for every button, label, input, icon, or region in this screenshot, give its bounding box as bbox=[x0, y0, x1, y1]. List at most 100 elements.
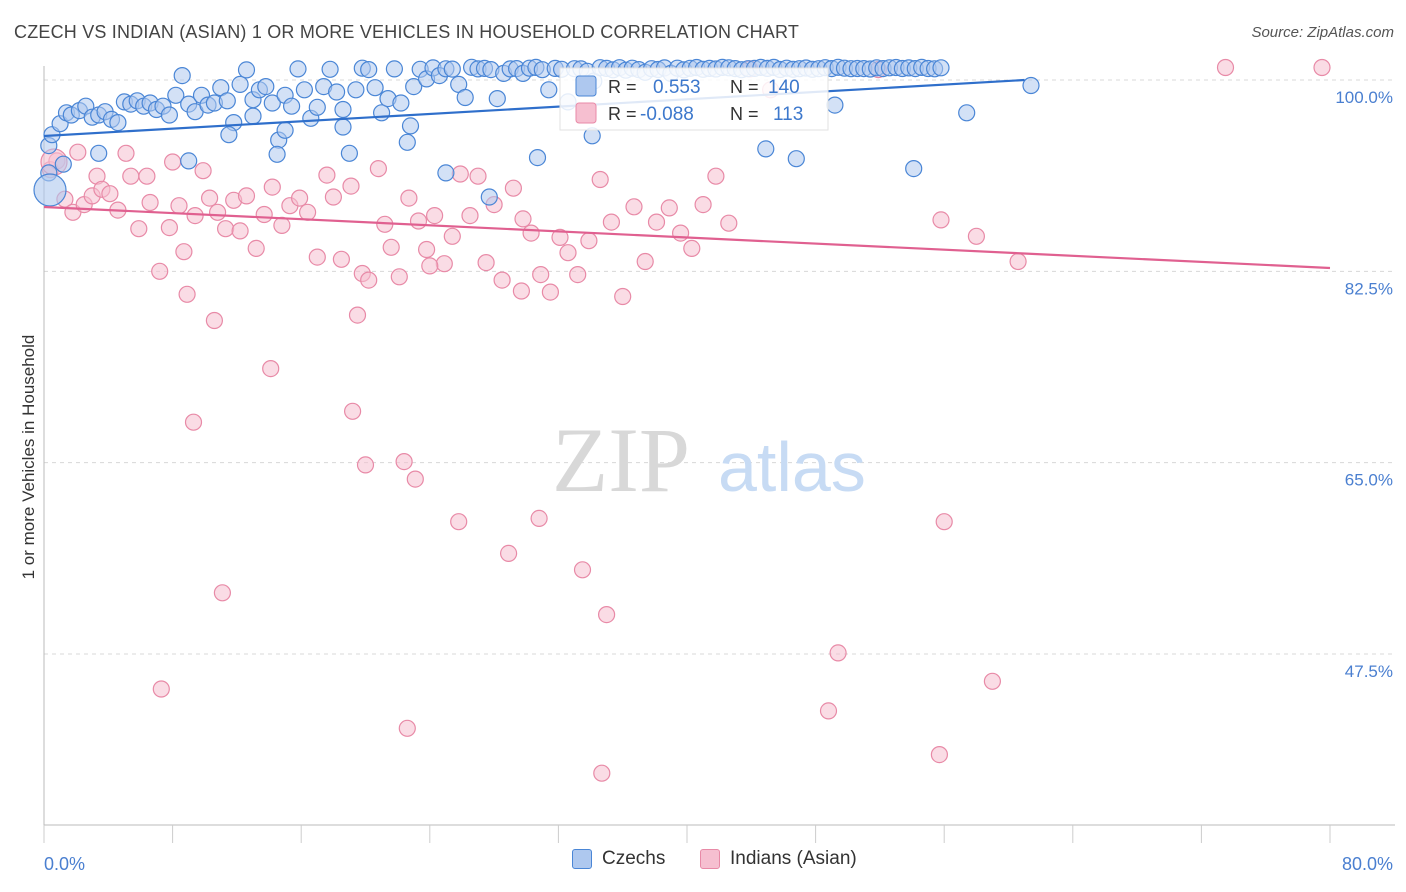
czech-point-157 bbox=[958, 104, 976, 122]
indian-point-19 bbox=[170, 197, 188, 215]
indian-point-28 bbox=[237, 187, 256, 205]
indian-point-67 bbox=[580, 232, 598, 250]
indian-point-79 bbox=[720, 214, 738, 232]
czech-point-31 bbox=[237, 61, 256, 79]
indian-trend-line bbox=[43, 205, 1331, 270]
indian-point-14 bbox=[138, 167, 156, 185]
czech-point-45 bbox=[328, 83, 346, 101]
indian-point-40 bbox=[342, 177, 360, 195]
indian-point-97 bbox=[935, 513, 953, 531]
indian-point-107 bbox=[967, 227, 986, 245]
indian-point-84 bbox=[356, 456, 375, 474]
chart-title: CZECH VS INDIAN (ASIAN) 1 OR MORE VEHICL… bbox=[14, 22, 800, 42]
indian-point-32 bbox=[273, 216, 291, 234]
stats-swatch-czech bbox=[575, 75, 597, 97]
indian-point-71 bbox=[625, 198, 643, 216]
indian-point-25 bbox=[217, 220, 235, 238]
czech-point-141 bbox=[54, 155, 72, 173]
tick-labels: 47.5% 65.0% 82.5% 100.0% 0.0% 80.0% bbox=[44, 88, 1393, 874]
czech-point-30 bbox=[231, 75, 249, 94]
indian-point-27 bbox=[231, 222, 249, 240]
indian-point-34 bbox=[291, 189, 309, 207]
indian-point-59 bbox=[504, 179, 523, 197]
indian-point-58 bbox=[493, 271, 511, 289]
czech-cluster-point bbox=[33, 173, 67, 207]
legend-swatch-czechs bbox=[572, 849, 592, 869]
indian-point-96 bbox=[819, 702, 838, 720]
stats-swatch-indian bbox=[575, 102, 597, 124]
indian-point-20 bbox=[178, 285, 196, 303]
czech-point-19 bbox=[160, 106, 178, 124]
czech-point-146 bbox=[276, 121, 294, 139]
indian-point-95 bbox=[829, 644, 847, 662]
stats-r-value-1: 0.553 bbox=[653, 77, 701, 98]
czech-point-154 bbox=[757, 140, 775, 158]
legend-item-czechs[interactable]: Czechs bbox=[572, 848, 665, 870]
indian-point-52 bbox=[443, 227, 461, 245]
czech-point-11 bbox=[109, 113, 127, 132]
indian-point-39 bbox=[332, 250, 350, 268]
legend-label-indians: Indians (Asian) bbox=[730, 848, 857, 869]
indian-point-99 bbox=[983, 672, 1002, 690]
indian-point-53 bbox=[451, 165, 469, 183]
stats-n-label-2: N = bbox=[730, 104, 759, 124]
czech-point-149 bbox=[480, 188, 498, 206]
y-axis-label: 1 or more Vehicles in Household bbox=[19, 335, 38, 580]
indian-point-16 bbox=[151, 262, 169, 280]
indian-point-38 bbox=[324, 188, 342, 206]
indian-point-21 bbox=[186, 207, 204, 225]
indian-point-93 bbox=[398, 719, 416, 737]
indian-point-63 bbox=[541, 283, 560, 301]
czech-point-150 bbox=[268, 145, 286, 163]
indian-point-88 bbox=[530, 509, 548, 528]
indian-point-11 bbox=[117, 144, 135, 162]
stats-r-label-2: R = bbox=[608, 104, 637, 124]
czech-point-46 bbox=[334, 100, 352, 119]
legend-swatch-indians bbox=[700, 849, 720, 869]
indian-point-13 bbox=[130, 220, 148, 238]
indian-point-74 bbox=[660, 199, 678, 217]
y-tick-label-1: 65.0% bbox=[1345, 471, 1393, 490]
czech-points bbox=[33, 58, 1040, 207]
czech-point-139 bbox=[932, 59, 950, 77]
indian-point-47 bbox=[400, 189, 418, 207]
legend-label-czechs: Czechs bbox=[602, 848, 666, 869]
czech-point-143 bbox=[180, 152, 198, 170]
legend-item-indians[interactable]: Indians (Asian) bbox=[700, 848, 857, 870]
czech-point-142 bbox=[90, 144, 108, 162]
stats-r-label-1: R = bbox=[608, 77, 637, 97]
indian-point-37 bbox=[318, 166, 336, 184]
stats-n-label-1: N = bbox=[730, 77, 759, 97]
czech-point-44 bbox=[321, 60, 339, 78]
indian-point-98 bbox=[930, 745, 949, 764]
indian-point-106 bbox=[932, 211, 950, 229]
indian-point-55 bbox=[469, 167, 487, 185]
indian-point-36 bbox=[308, 248, 326, 266]
czech-point-50 bbox=[360, 60, 378, 79]
indian-point-30 bbox=[255, 205, 273, 224]
indian-point-18 bbox=[164, 153, 182, 171]
indian-point-70 bbox=[614, 287, 632, 306]
czech-point-42 bbox=[308, 98, 326, 116]
indian-point-68 bbox=[591, 170, 609, 189]
indian-point-42 bbox=[360, 271, 378, 289]
x-tick-label-0: 0.0% bbox=[44, 854, 85, 874]
czech-point-28 bbox=[218, 92, 236, 110]
czech-point-38 bbox=[283, 97, 301, 115]
indian-point-104 bbox=[514, 210, 532, 228]
indian-point-64 bbox=[551, 228, 569, 246]
indian-point-78 bbox=[707, 167, 725, 185]
indian-point-90 bbox=[597, 605, 616, 624]
indian-point-100 bbox=[348, 306, 367, 324]
czech-point-148 bbox=[401, 117, 420, 135]
stats-box: R = 0.553 N = 140 R = -0.088 N = 113 bbox=[559, 67, 829, 131]
czech-point-78 bbox=[540, 81, 558, 99]
indian-point-9 bbox=[101, 185, 119, 203]
indian-point-105 bbox=[421, 257, 439, 275]
czech-point-156 bbox=[826, 96, 844, 114]
indian-point-31 bbox=[263, 178, 281, 196]
indian-point-77 bbox=[694, 196, 712, 214]
indian-point-72 bbox=[636, 252, 654, 271]
y-tick-label-0: 47.5% bbox=[1345, 662, 1393, 681]
indian-point-80 bbox=[175, 243, 193, 261]
